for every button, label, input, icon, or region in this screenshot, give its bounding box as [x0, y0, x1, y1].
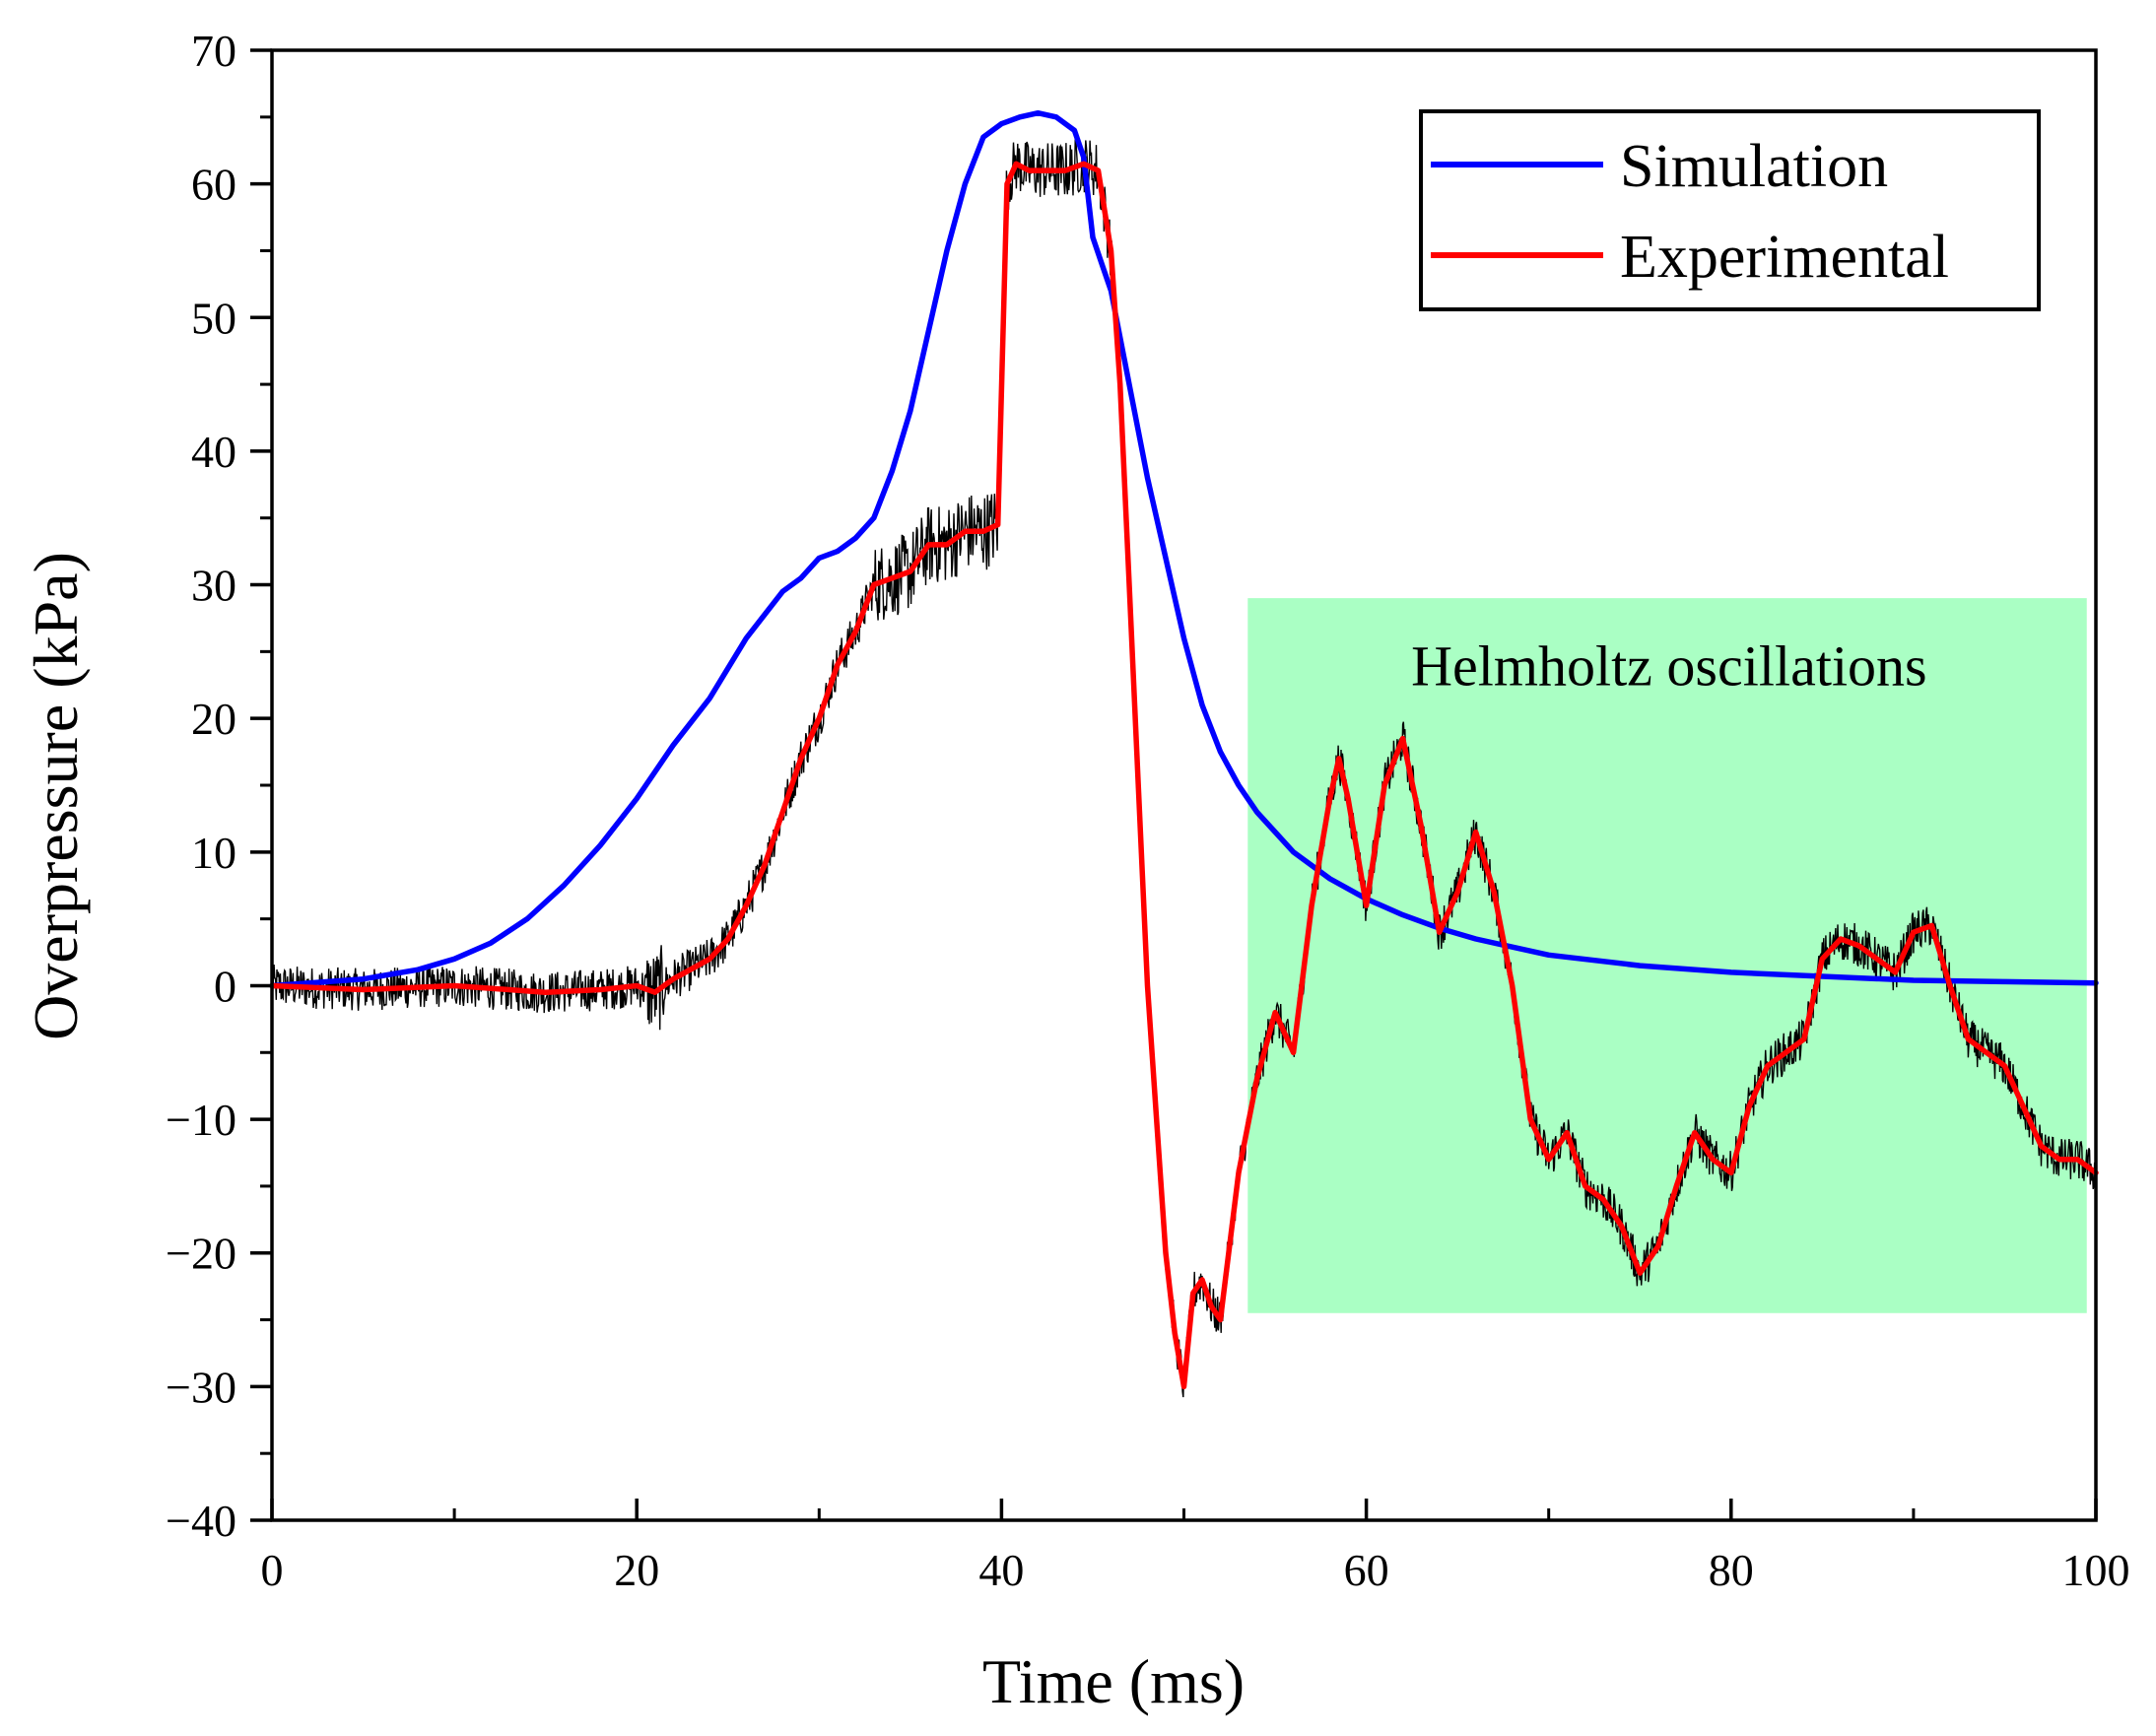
x-tick-label: 60 [1344, 1545, 1389, 1595]
y-axis-title: Overpressure (kPa) [21, 552, 91, 1040]
y-tick-label: 10 [191, 828, 236, 878]
x-tick-label: 20 [614, 1545, 659, 1595]
y-tick-label: 60 [191, 160, 236, 210]
legend-label-simulation: Simulation [1620, 133, 1888, 200]
helmholtz-annotation: Helmholtz oscillations [1411, 634, 1927, 698]
x-axis: 0 20 40 60 80 100 [261, 1499, 2130, 1595]
y-tick-label: 30 [191, 561, 236, 611]
legend: Simulation Experimental [1419, 109, 2041, 311]
y-tick-label: 40 [191, 427, 236, 477]
series-line-simulation [269, 109, 2099, 989]
x-tick-label: 0 [261, 1545, 284, 1595]
y-tick-label: 20 [191, 694, 236, 744]
y-tick-label: −40 [166, 1496, 236, 1546]
helmholtz-region [1247, 598, 2087, 1313]
series-layer [269, 109, 2099, 1390]
x-tick-label: 80 [1709, 1545, 1754, 1595]
y-tick-label: −20 [166, 1229, 236, 1279]
y-tick-label: 50 [191, 293, 236, 343]
y-tick-label: 70 [191, 26, 236, 76]
series-line-experimental [269, 161, 2099, 1390]
legend-box [1419, 109, 2041, 311]
y-tick-label: 0 [214, 961, 236, 1011]
x-tick-label: 40 [978, 1545, 1024, 1595]
y-axis: −40 −30 −20 −10 0 10 20 30 40 50 60 70 [166, 26, 272, 1546]
y-tick-label: −10 [166, 1095, 236, 1145]
legend-label-experimental: Experimental [1620, 224, 1949, 291]
y-tick-label: −30 [166, 1362, 236, 1412]
x-tick-label: 100 [2062, 1545, 2130, 1595]
x-axis-title: Time (ms) [982, 1646, 1245, 1716]
